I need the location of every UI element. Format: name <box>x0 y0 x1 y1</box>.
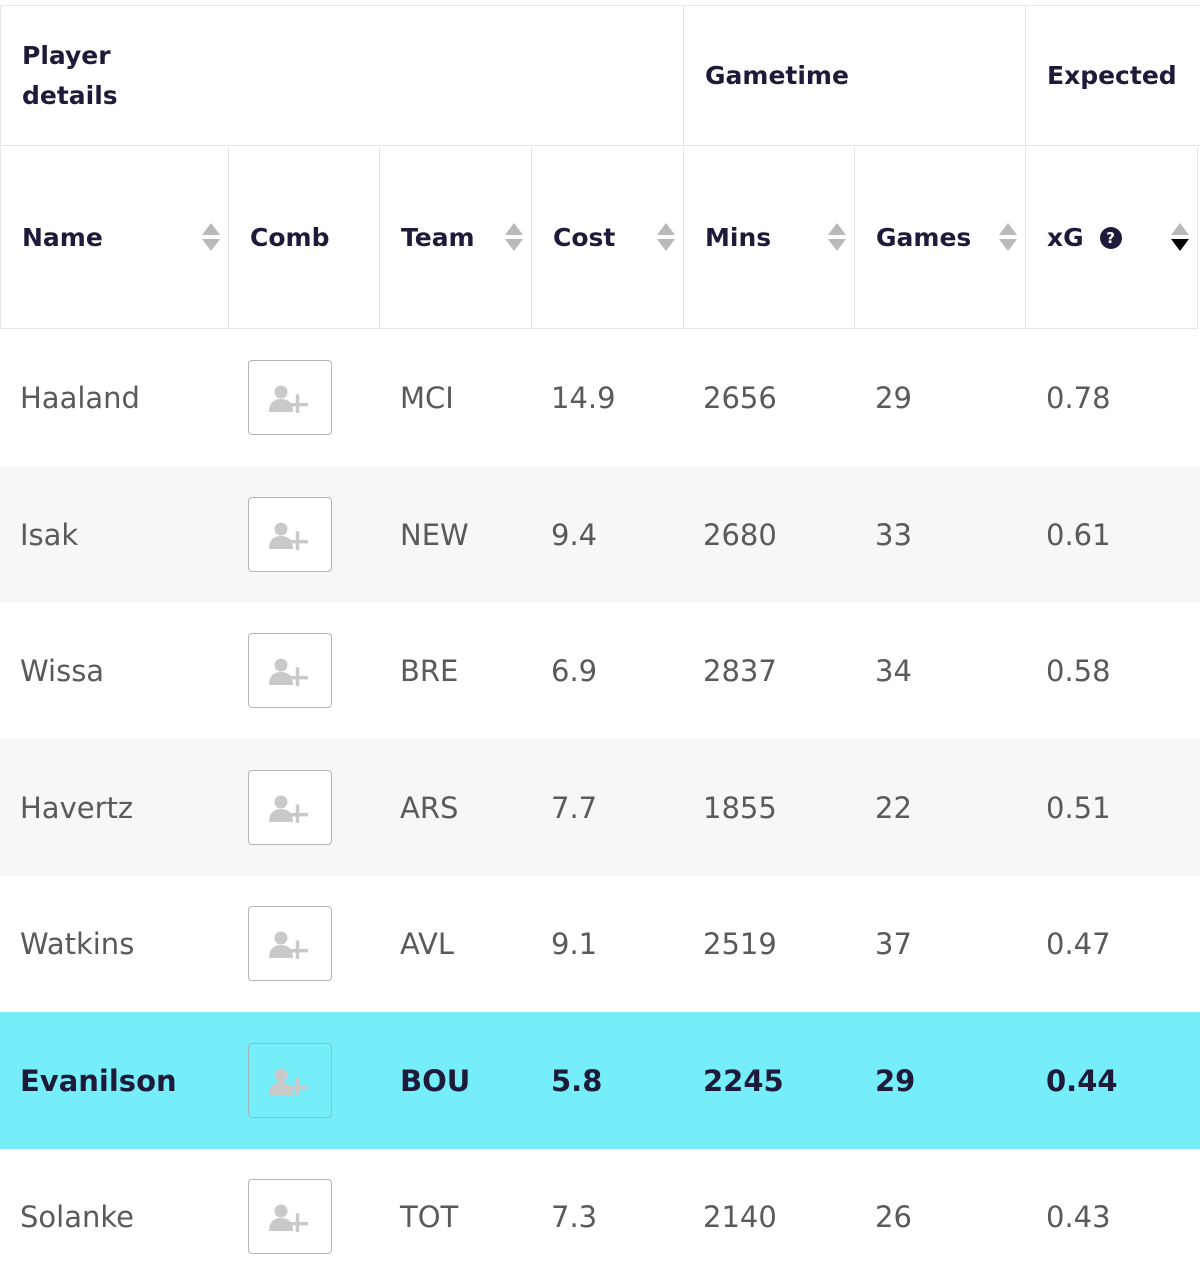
cell-games: 34 <box>875 653 912 688</box>
cell-cost: 5.8 <box>551 1063 603 1098</box>
add-to-comparison-button[interactable] <box>248 1179 332 1254</box>
cell-mins: 1855 <box>703 790 777 825</box>
cell-team: MCI <box>400 380 454 415</box>
add-to-comparison-button[interactable] <box>248 906 332 981</box>
table-row[interactable]: Havertz ARS 7.7 1855 22 0.51 <box>0 739 1200 876</box>
column-label: Mins <box>705 223 772 252</box>
cell-name[interactable]: Wissa <box>20 653 105 688</box>
column-header-team[interactable]: Team <box>379 147 532 329</box>
column-header-xg[interactable]: xG ? <box>1025 147 1198 329</box>
table-row[interactable]: Isak NEW 9.4 2680 33 0.61 <box>0 466 1200 603</box>
column-label: Comb <box>250 223 330 252</box>
cell-cost: 7.3 <box>551 1199 598 1234</box>
cell-xg: 0.61 <box>1046 517 1111 552</box>
cell-name[interactable]: Solanke <box>20 1199 134 1234</box>
add-to-comparison-button[interactable] <box>248 770 332 845</box>
cell-team: TOT <box>400 1199 459 1234</box>
cell-team: AVL <box>400 926 454 961</box>
cell-name[interactable]: Evanilson <box>20 1063 177 1098</box>
cell-mins: 2245 <box>703 1063 784 1098</box>
column-label: Games <box>876 223 972 252</box>
cell-cost: 9.1 <box>551 926 598 961</box>
add-user-icon <box>269 795 308 823</box>
cell-name[interactable]: Haaland <box>20 380 140 415</box>
column-header-comb: Comb <box>228 147 380 329</box>
add-user-icon <box>269 931 308 959</box>
cell-mins: 2680 <box>703 517 777 552</box>
cell-team: BRE <box>400 653 459 688</box>
add-to-comparison-button[interactable] <box>248 633 332 708</box>
add-to-comparison-button[interactable] <box>248 360 332 435</box>
cell-games: 29 <box>875 380 912 415</box>
table-row[interactable]: Evanilson BOU 5.8 2245 29 0.44 <box>0 1012 1200 1149</box>
cell-mins: 2519 <box>703 926 777 961</box>
cell-name[interactable]: Watkins <box>20 926 135 961</box>
add-user-icon <box>269 385 308 413</box>
cell-xg: 0.78 <box>1046 380 1111 415</box>
cell-xg: 0.44 <box>1046 1063 1118 1098</box>
cell-team: NEW <box>400 517 469 552</box>
cell-team: ARS <box>400 790 459 825</box>
cell-cost: 6.9 <box>551 653 598 688</box>
group-expected: Expected <box>1025 5 1200 146</box>
cell-xg: 0.47 <box>1046 926 1111 961</box>
column-label: Team <box>401 223 475 252</box>
group-label: Gametime <box>705 60 849 90</box>
cell-mins: 2140 <box>703 1199 777 1234</box>
column-label: Cost <box>553 223 616 252</box>
add-to-comparison-button[interactable] <box>248 497 332 572</box>
cell-games: 26 <box>875 1199 912 1234</box>
cell-games: 33 <box>875 517 912 552</box>
group-label: Expected <box>1047 60 1177 90</box>
add-user-icon <box>269 658 308 686</box>
column-header-row: Name Comb Team Cost Mins Games xG ? <box>0 147 1200 329</box>
sort-arrows-icon[interactable] <box>999 223 1017 253</box>
column-header-mins[interactable]: Mins <box>683 147 855 329</box>
cell-games: 22 <box>875 790 912 825</box>
group-gametime: Gametime <box>683 5 1026 146</box>
group-label: Player details <box>22 40 118 110</box>
cell-xg: 0.58 <box>1046 653 1111 688</box>
add-user-icon <box>269 522 308 550</box>
cell-cost: 14.9 <box>551 380 616 415</box>
cell-games: 37 <box>875 926 912 961</box>
column-header-games[interactable]: Games <box>854 147 1026 329</box>
table-row[interactable]: Haaland MCI 14.9 2656 29 0.78 <box>0 329 1200 466</box>
cell-name[interactable]: Havertz <box>20 790 134 825</box>
table-row[interactable]: Solanke TOT 7.3 2140 26 0.43 <box>0 1148 1200 1285</box>
sort-arrows-icon[interactable] <box>202 223 220 253</box>
column-label: Name <box>22 223 103 252</box>
sort-arrows-icon[interactable] <box>828 223 846 253</box>
cell-mins: 2656 <box>703 380 777 415</box>
cell-cost: 9.4 <box>551 517 598 552</box>
help-icon[interactable]: ? <box>1099 226 1122 249</box>
sort-arrows-icon[interactable] <box>1171 223 1189 253</box>
column-header-name[interactable]: Name <box>0 147 229 329</box>
cell-team: BOU <box>400 1063 471 1098</box>
column-label: xG <box>1047 223 1084 252</box>
add-user-icon <box>269 1068 308 1096</box>
cell-xg: 0.43 <box>1046 1199 1111 1234</box>
sort-arrows-icon[interactable] <box>657 223 675 253</box>
table-row[interactable]: Watkins AVL 9.1 2519 37 0.47 <box>0 875 1200 1012</box>
column-header-cost[interactable]: Cost <box>531 147 684 329</box>
add-to-comparison-button[interactable] <box>248 1043 332 1118</box>
cell-games: 29 <box>875 1063 916 1098</box>
add-user-icon <box>269 1204 308 1232</box>
cell-cost: 7.7 <box>551 790 598 825</box>
cell-name[interactable]: Isak <box>20 517 79 552</box>
cell-xg: 0.51 <box>1046 790 1111 825</box>
group-player-details: Player details <box>0 5 684 146</box>
table-row[interactable]: Wissa BRE 6.9 2837 34 0.58 <box>0 602 1200 739</box>
column-group-header: Player details Gametime Expected <box>0 5 1200 147</box>
sort-arrows-icon[interactable] <box>505 223 523 253</box>
cell-mins: 2837 <box>703 653 777 688</box>
